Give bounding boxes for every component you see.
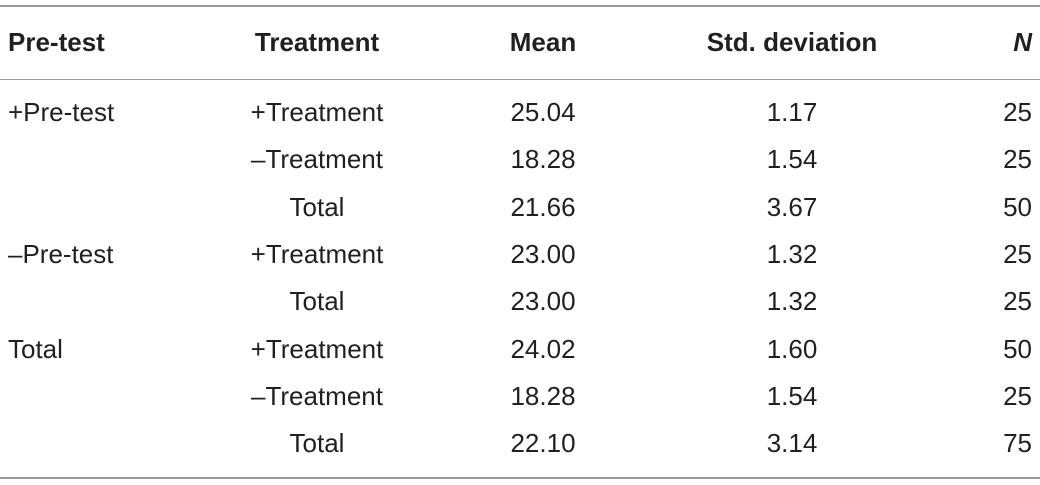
table-cell: 24.02 [510,333,576,364]
table-cell: 1.17 [766,97,818,127]
table-cell: +Pre-test [8,97,115,127]
table-cell: +Treatment [250,333,384,364]
table-cell: Total [289,428,345,459]
header-cell: Std. deviation [706,27,878,57]
table-cell: 1.60 [766,333,818,364]
table-cell: –Treatment [251,144,383,175]
header-cell: N [1013,27,1032,57]
table-cell: 21.66 [510,191,576,222]
table-cell: Total [289,191,345,222]
table-cell: 25 [1003,97,1032,127]
table-cell: 1.32 [766,286,818,317]
table-cell: 23.00 [510,238,576,269]
header-cell: Treatment [254,27,380,57]
bottom-rule [0,477,1040,479]
table-cell: 25 [1003,380,1032,411]
table-cell: 25 [1003,286,1032,317]
table-cell: 1.54 [766,144,818,175]
header-cell: Mean [509,27,577,57]
table-cell: 23.00 [510,286,576,317]
table-cell: 1.54 [766,380,818,411]
table-cell: +Treatment [250,238,384,269]
table-cell: 25 [1003,238,1032,269]
table-cell: 18.28 [510,144,576,175]
header-cell: Pre-test [8,27,105,57]
top-rule [0,5,1040,7]
table-cell: 50 [1003,333,1032,364]
table-cell: Total [289,286,345,317]
table-cell: –Pre-test [8,238,114,269]
table-cell: –Treatment [251,380,383,411]
table-cell: 1.32 [766,238,818,269]
table-cell: 18.28 [510,380,576,411]
table-cell: 3.14 [766,428,818,459]
table-cell: 25 [1003,144,1032,175]
table-cell: Total [8,333,63,364]
table-cell: 75 [1003,428,1032,459]
table-cell: 22.10 [510,428,576,459]
table-cell: 50 [1003,191,1032,222]
table-cell: +Treatment [250,97,384,127]
header-rule [0,79,1040,80]
table-cell: 3.67 [766,191,818,222]
table-cell: 25.04 [510,97,576,127]
